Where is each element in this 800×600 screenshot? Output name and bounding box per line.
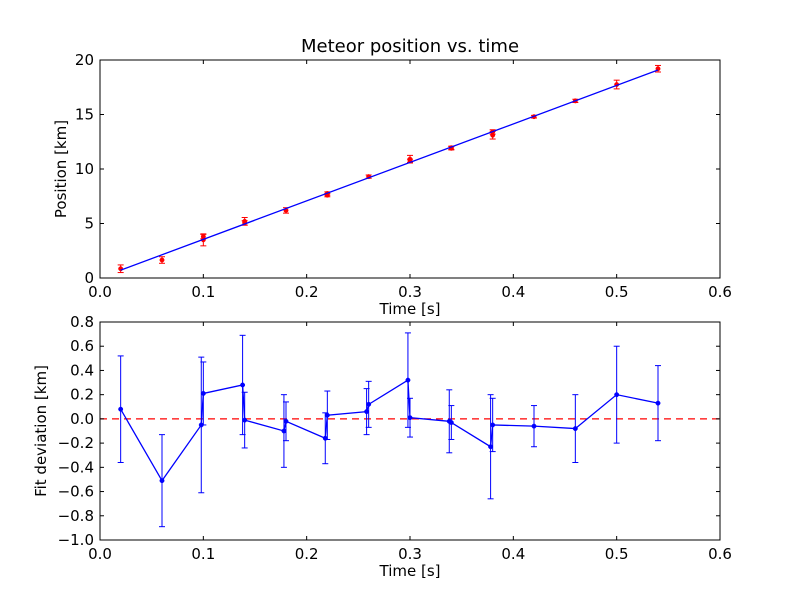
data-point	[531, 423, 537, 429]
y-tick-label: 15	[75, 106, 94, 124]
x-tick-label: 0.2	[295, 545, 319, 563]
x-tick-label: 0.5	[605, 545, 629, 563]
data-point	[118, 406, 124, 412]
deviation-series-line	[120, 379, 659, 482]
data-point	[159, 257, 165, 263]
y-tick-label: −0.6	[58, 483, 94, 501]
x-axis-label: Time [s]	[379, 300, 441, 318]
x-tick-label: 0.0	[88, 283, 112, 301]
x-tick-label: 0.6	[708, 283, 732, 301]
chart-title: Meteor position vs. time	[301, 36, 519, 57]
data-point	[488, 444, 494, 450]
fit-line	[120, 69, 659, 271]
data-point	[283, 418, 289, 424]
y-tick-label: 0.6	[70, 337, 94, 355]
data-point	[572, 426, 578, 432]
y-tick-label: 0	[84, 269, 94, 287]
y-tick-label: −0.2	[58, 434, 94, 452]
data-point	[490, 422, 496, 428]
y-tick-label: 20	[75, 51, 94, 69]
data-point	[281, 428, 287, 434]
data-point	[614, 392, 620, 398]
data-point	[364, 409, 370, 415]
x-tick-label: 0.6	[708, 545, 732, 563]
data-point	[324, 412, 330, 418]
data-point	[240, 382, 246, 388]
x-tick-label: 0.4	[501, 545, 525, 563]
data-point	[407, 415, 413, 421]
data-point	[159, 478, 165, 484]
position-chart: 0.0 0.1 0.2 0.3 0.4 0.5 0.6 0 5 10 15 20 Time [s] Pos…	[52, 36, 732, 318]
x-tick-label: 0.2	[295, 283, 319, 301]
y-tick-label: 0.2	[70, 386, 94, 404]
data-point	[118, 266, 124, 272]
data-point	[242, 417, 248, 423]
y-tick-label: 0.0	[70, 410, 94, 428]
y-tick-label: 10	[75, 160, 94, 178]
x-axis-label: Time [s]	[379, 562, 441, 580]
y-tick-label: −0.4	[58, 458, 94, 476]
data-point	[200, 391, 206, 396]
y-axis-label: Position [km]	[52, 120, 70, 218]
data-point	[448, 420, 454, 425]
y-axis-label: Fit deviation [km]	[32, 365, 50, 497]
x-tick-label: 0.1	[191, 283, 215, 301]
x-tick-label: 0.5	[605, 283, 629, 301]
y-tick-label: 0.8	[70, 313, 94, 331]
x-tick-label: 0.4	[501, 283, 525, 301]
y-tick-label: 0.4	[70, 361, 94, 379]
y-tick-label: −1.0	[58, 531, 94, 549]
x-tick-label: 0.1	[191, 545, 215, 563]
y-tick-label: −0.8	[58, 507, 94, 525]
x-tick-label: 0.3	[398, 283, 422, 301]
x-tick-label: 0.3	[398, 545, 422, 563]
deviation-chart: 0.0 0.1 0.2 0.3 0.4 0.5 0.6 −1.0 −0.8 −0.6 −0.4 −0.…	[32, 313, 732, 580]
data-point	[366, 401, 372, 407]
data-point	[405, 377, 411, 383]
data-point	[655, 400, 661, 406]
x-tick-label: 0.0	[88, 545, 112, 563]
y-tick-label: 5	[84, 215, 94, 233]
